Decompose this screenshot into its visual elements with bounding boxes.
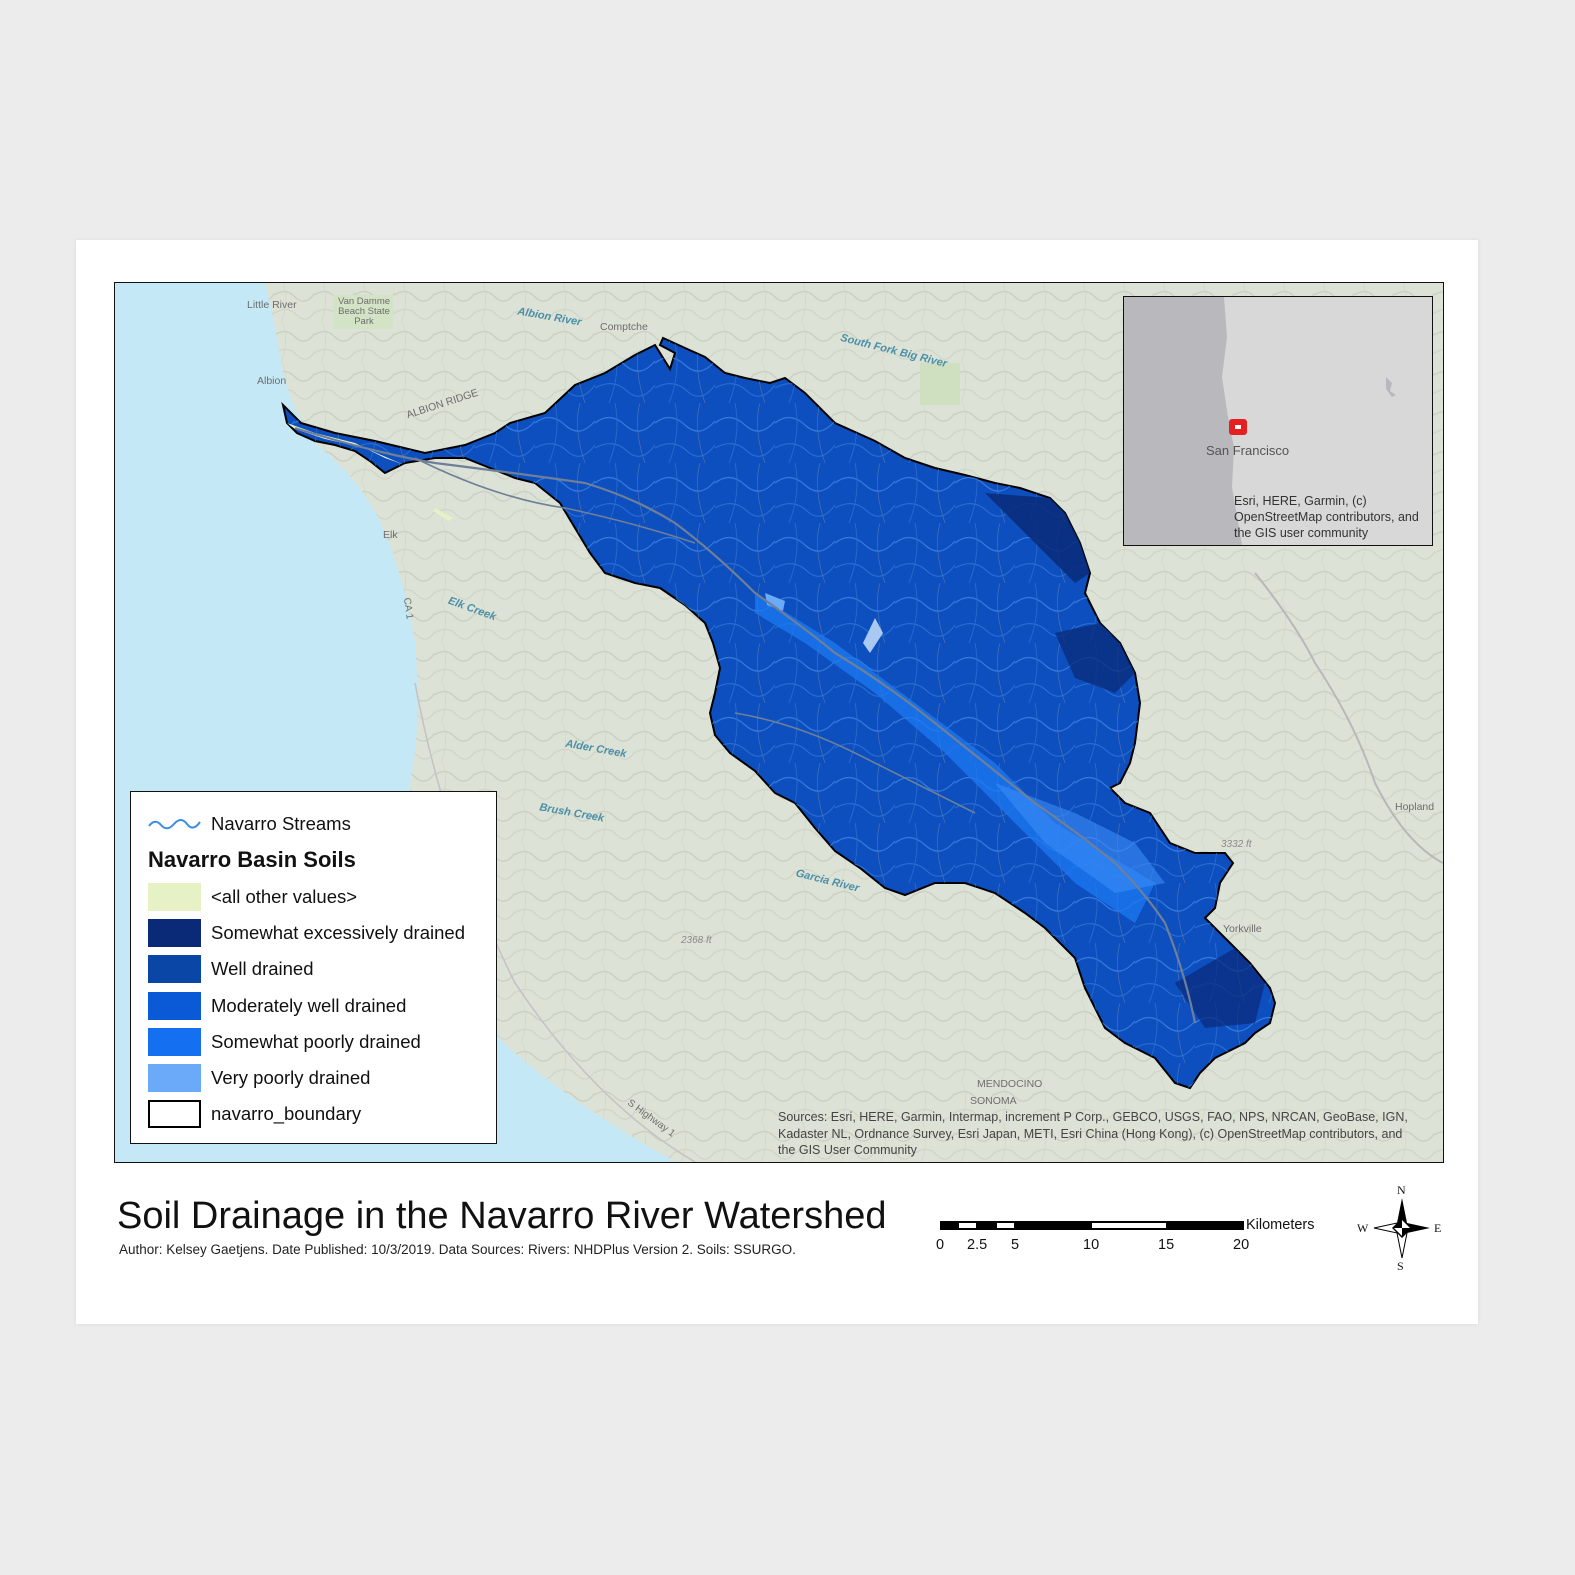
scale-label: 5 — [1011, 1237, 1020, 1253]
stream-line-icon — [148, 819, 201, 830]
map-sources-credit: Sources: Esri, HERE, Garmin, Intermap, i… — [778, 1110, 1408, 1157]
scale-label: 10 — [1083, 1237, 1100, 1253]
legend-label: Well drained — [211, 958, 314, 979]
scale-label: 2.5 — [967, 1237, 988, 1253]
legend-row-boundary: navarro_boundary — [148, 1100, 361, 1128]
elevation-label: 2368 ft — [681, 935, 712, 946]
legend-label: navarro_boundary — [211, 1103, 362, 1124]
place-label: Little River — [247, 299, 297, 311]
legend-label: Moderately well drained — [211, 995, 407, 1016]
legend-swatch — [148, 883, 201, 911]
legend-swatch — [148, 992, 201, 1020]
elevation-label: 3332 ft — [1221, 839, 1252, 850]
compass-w: W — [1357, 1221, 1369, 1235]
legend-swatch — [148, 1028, 201, 1056]
legend-row: Moderately well drained — [148, 992, 406, 1020]
legend-row: Somewhat poorly drained — [148, 1028, 421, 1056]
legend-row: Very poorly drained — [148, 1064, 370, 1092]
place-label: Van Damme Beach State Park — [337, 296, 391, 327]
place-label: SONOMA — [970, 1095, 1017, 1107]
scale-label: 20 — [1233, 1237, 1250, 1253]
locator-basemap — [1124, 297, 1432, 545]
legend-row: Well drained — [148, 955, 314, 983]
compass-s: S — [1397, 1259, 1404, 1273]
legend-row: Somewhat excessively drained — [148, 919, 465, 947]
legend-label: Navarro Streams — [211, 813, 351, 834]
legend-label: Somewhat poorly drained — [211, 1031, 421, 1052]
legend-title: Navarro Basin Soils — [148, 847, 356, 872]
locator-city-label: San Francisco — [1206, 443, 1290, 458]
place-label: Albion — [257, 375, 287, 387]
map-subtitle: Author: Kelsey Gaetjens. Date Published:… — [119, 1242, 796, 1257]
legend-row-streams: Navarro Streams — [148, 810, 351, 838]
legend-swatch — [148, 919, 201, 947]
legend-label: <all other values> — [211, 886, 358, 907]
compass-rose-icon — [1373, 1198, 1430, 1259]
scale-bar — [940, 1221, 1244, 1230]
locator-credit: Esri, HERE, Garmin, (c) OpenStreetMap co… — [1234, 494, 1419, 540]
scale-unit-label: Kilometers — [1246, 1217, 1315, 1233]
legend: Navarro Streams Navarro Basin Soils <all… — [130, 791, 497, 1144]
locator-map[interactable]: San Francisco Esri, HERE, Garmin, (c) Op… — [1123, 296, 1433, 546]
legend-swatch — [148, 1064, 201, 1092]
legend-swatch — [148, 1100, 201, 1128]
scale-label: 15 — [1158, 1237, 1175, 1253]
place-label: Comptche — [600, 321, 648, 333]
legend-row: <all other values> — [148, 883, 357, 911]
place-label: Elk — [383, 529, 398, 541]
legend-label: Very poorly drained — [211, 1067, 371, 1088]
place-label: Yorkville — [1223, 923, 1262, 935]
compass-e: E — [1434, 1221, 1442, 1235]
compass-n: N — [1397, 1183, 1406, 1197]
place-label: MENDOCINO — [977, 1078, 1043, 1090]
legend-label: Somewhat excessively drained — [211, 922, 465, 943]
map-title: Soil Drainage in the Navarro River Water… — [117, 1195, 887, 1237]
scale-label: 0 — [936, 1237, 945, 1253]
legend-swatch — [148, 955, 201, 983]
place-label: Hopland — [1395, 801, 1435, 813]
